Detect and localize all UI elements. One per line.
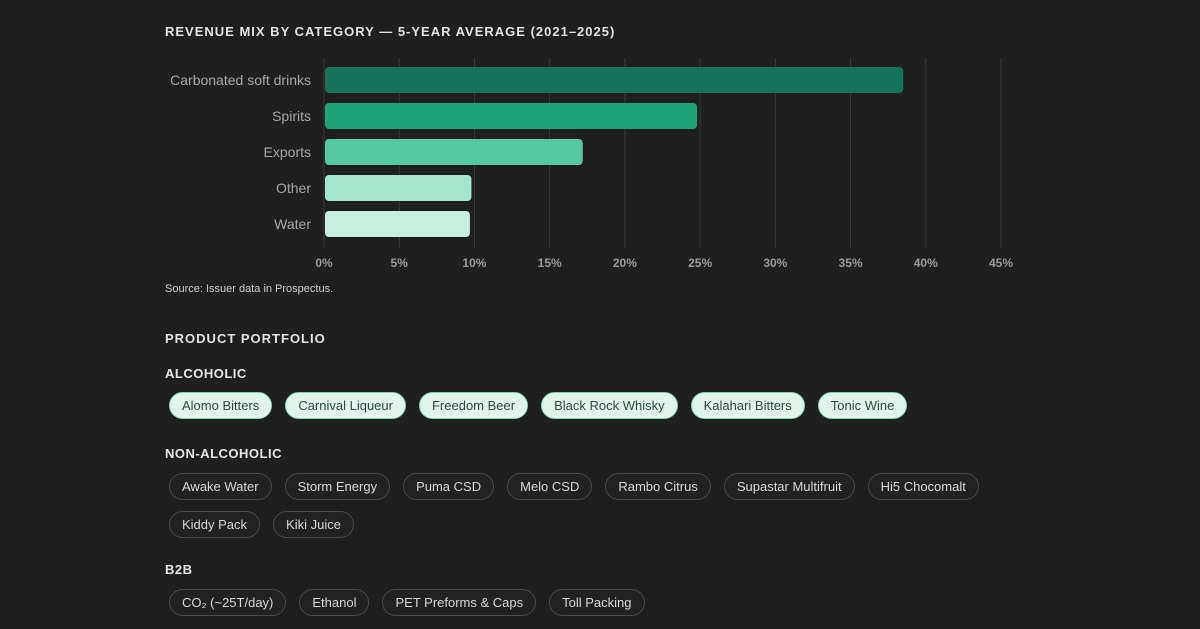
product-chip-puma-csd[interactable]: Puma CSD [403, 473, 495, 500]
product-chip-ethanol[interactable]: Ethanol [299, 589, 370, 616]
product-chip-kiddy-pack[interactable]: Kiddy Pack [169, 511, 261, 538]
chart-source-note: Source: Issuer data in Prospectus. [165, 283, 334, 295]
b2b-group-title: B2B [165, 562, 193, 577]
x-tick-label: 45% [989, 256, 1013, 270]
product-chip-supastar-multifruit[interactable]: Supastar Multifruit [723, 473, 855, 500]
product-chip-co-25t-day[interactable]: CO₂ (~25T/day) [169, 589, 287, 616]
alcoholic-chip-list: Alomo Bitters Carnival Liqueur Freedom Bee… [169, 392, 1029, 419]
product-chip-tonic-wine[interactable]: Tonic Wine [817, 392, 908, 419]
product-chip-awake-water[interactable]: Awake Water [169, 473, 272, 500]
product-chip-kiki-juice[interactable]: Kiki Juice [273, 511, 354, 538]
b2b-chip-list: CO₂ (~25T/day) Ethanol PET Preforms & Caps… [169, 589, 1029, 616]
product-chip-toll-packing[interactable]: Toll Packing [549, 589, 645, 616]
x-tick-label: 15% [538, 256, 562, 270]
bar-spirits [325, 103, 698, 129]
product-chip-pet-preforms-caps[interactable]: PET Preforms & Caps [382, 589, 537, 616]
x-tick-label: 30% [763, 256, 787, 270]
category-label: Spirits [272, 108, 311, 124]
bar-carbonated-soft-drinks [325, 67, 904, 93]
x-tick-label: 40% [914, 256, 938, 270]
x-tick-label: 0% [315, 256, 333, 270]
category-label: Carbonated soft drinks [170, 72, 311, 88]
x-tick-label: 25% [688, 256, 712, 270]
x-tick-label: 5% [391, 256, 409, 270]
product-chip-hi5-chocomalt[interactable]: Hi5 Chocomalt [867, 473, 979, 500]
non-alcoholic-group-title: NON-ALCOHOLIC [165, 446, 282, 461]
bar-exports [325, 139, 583, 165]
product-chip-black-rock-whisky[interactable]: Black Rock Whisky [541, 392, 678, 419]
category-label: Exports [264, 144, 311, 160]
chart-svg: 0% 5% 10% 15% 20% 25% 30% 35% 40% 45% Carbonated s… [170, 58, 1013, 270]
x-tick-label: 10% [462, 256, 486, 270]
non-alcoholic-chip-list: Awake Water Storm Energy Puma CSD Melo CSD R… [169, 473, 1029, 538]
portfolio-title: PRODUCT PORTFOLIO [165, 331, 326, 346]
bar-water [325, 211, 470, 237]
category-label: Water [274, 216, 311, 232]
chart-title: REVENUE MIX BY CATEGORY — 5-YEAR AVERAGE… [165, 24, 616, 39]
product-chip-alomo-bitters[interactable]: Alomo Bitters [169, 392, 273, 419]
alcoholic-group-title: ALCOHOLIC [165, 366, 247, 381]
product-chip-storm-energy[interactable]: Storm Energy [284, 473, 391, 500]
product-chip-carnival-liqueur[interactable]: Carnival Liqueur [285, 392, 406, 419]
category-label: Other [276, 180, 311, 196]
x-tick-label: 35% [839, 256, 863, 270]
revenue-mix-chart: 0% 5% 10% 15% 20% 25% 30% 35% 40% 45% Carbonated s… [0, 56, 1200, 276]
product-chip-melo-csd[interactable]: Melo CSD [507, 473, 593, 500]
product-chip-kalahari-bitters[interactable]: Kalahari Bitters [690, 392, 805, 419]
bar-other [325, 175, 472, 201]
product-chip-rambo-citrus[interactable]: Rambo Citrus [605, 473, 711, 500]
product-chip-freedom-beer[interactable]: Freedom Beer [418, 392, 529, 419]
x-tick-label: 20% [613, 256, 637, 270]
